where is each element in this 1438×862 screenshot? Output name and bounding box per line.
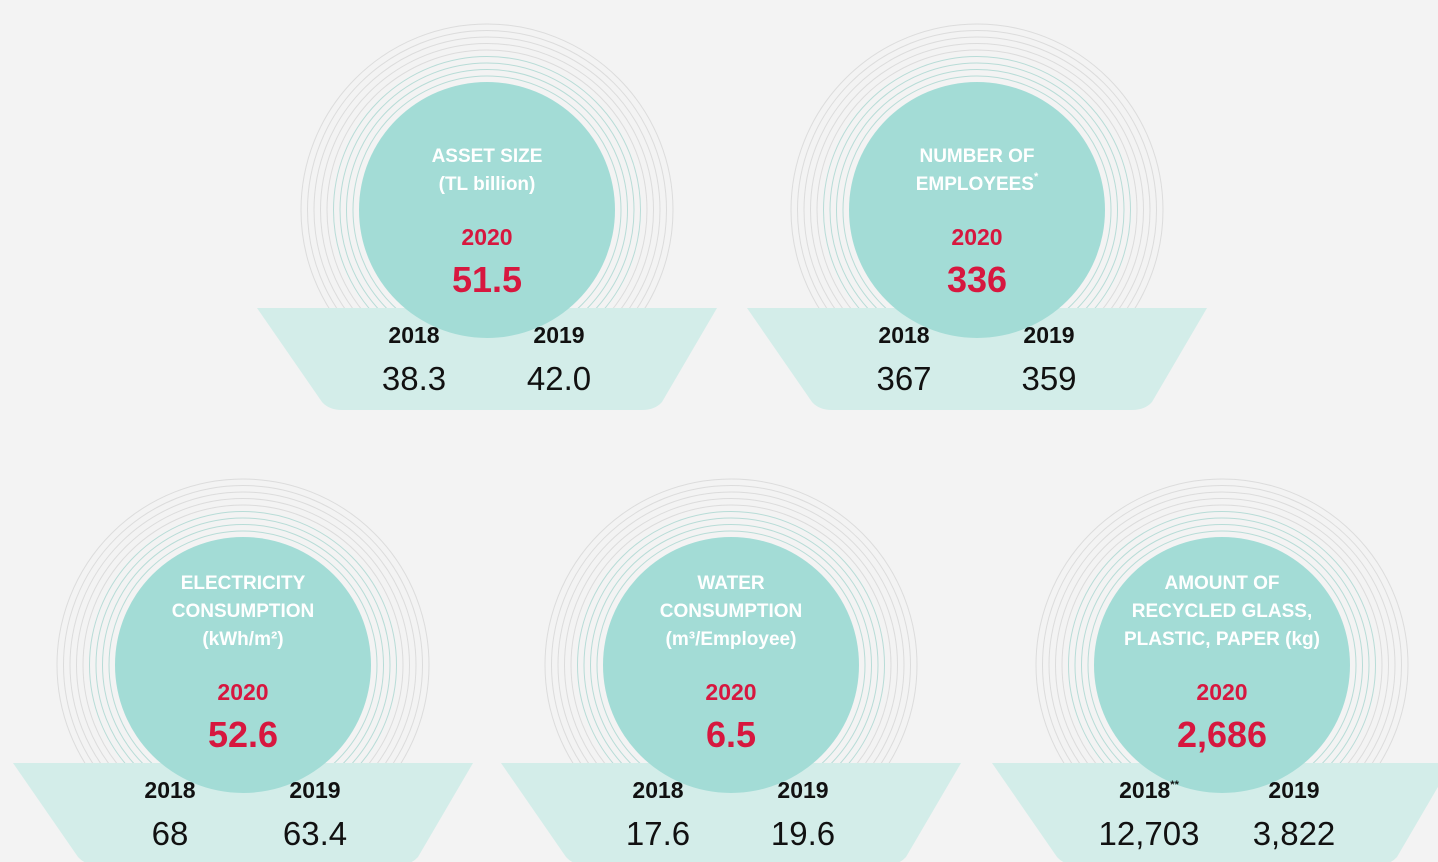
prior-year-text: 2019: [1023, 322, 1074, 348]
prior-year-text: 2019: [289, 777, 340, 803]
prior-year-text: 2019: [533, 322, 584, 348]
prior-year-sup: **: [1170, 779, 1179, 791]
prior-year: 2019: [1023, 322, 1074, 348]
prior-value: 367: [876, 360, 931, 397]
base-panel: [501, 763, 961, 862]
current-year: 2020: [1196, 679, 1247, 705]
prior-value: 68: [152, 815, 189, 852]
card-title: (m³/Employee): [666, 629, 797, 650]
card-title-text: EMPLOYEES: [916, 174, 1034, 195]
prior-year: 2018: [878, 322, 929, 348]
prior-year: 2018: [388, 322, 439, 348]
card-title: CONSUMPTION: [660, 601, 803, 622]
prior-year: 2019: [777, 777, 828, 803]
stat-card: WATER CONSUMPTION (m³/Employee) 2020 6.5 2018…: [501, 478, 961, 862]
current-value: 2,686: [1177, 714, 1267, 755]
card-title: EMPLOYEES*: [916, 171, 1039, 195]
prior-value: 38.3: [382, 360, 446, 397]
prior-value: 12,703: [1099, 815, 1200, 852]
prior-year: 2019: [289, 777, 340, 803]
current-value: 6.5: [706, 714, 756, 755]
prior-year: 2018: [144, 777, 195, 803]
prior-year: 2018**: [1119, 777, 1179, 803]
card-title: CONSUMPTION: [172, 601, 315, 622]
prior-year-text: 2018: [1119, 777, 1170, 803]
card-title-sup: *: [1034, 171, 1039, 183]
prior-year-text: 2018: [144, 777, 195, 803]
main-circle: [115, 537, 371, 793]
prior-value: 359: [1021, 360, 1076, 397]
current-value: 336: [947, 259, 1007, 300]
base-panel: [13, 763, 473, 862]
prior-value: 17.6: [626, 815, 690, 852]
current-value: 52.6: [208, 714, 278, 755]
stat-card: ASSET SIZE (TL billion) 2020 51.5 2018 38.3 20…: [257, 23, 717, 410]
base-panel: [257, 308, 717, 410]
prior-year-text: 2019: [1268, 777, 1319, 803]
main-circle: [603, 537, 859, 793]
prior-year: 2018: [632, 777, 683, 803]
current-year: 2020: [461, 224, 512, 250]
card-title: ASSET SIZE: [432, 146, 543, 167]
stat-card: NUMBER OF EMPLOYEES* 2020 336 2018 367 2019 359: [747, 23, 1207, 410]
prior-year-text: 2018: [632, 777, 683, 803]
card-title: PLASTIC, PAPER (kg): [1124, 629, 1320, 650]
current-year: 2020: [951, 224, 1002, 250]
card-title: (TL billion): [439, 174, 536, 195]
prior-year-text: 2018: [878, 322, 929, 348]
prior-value: 42.0: [527, 360, 591, 397]
prior-value: 63.4: [283, 815, 347, 852]
current-year: 2020: [217, 679, 268, 705]
current-year: 2020: [705, 679, 756, 705]
prior-value: 3,822: [1253, 815, 1336, 852]
card-title: ELECTRICITY: [181, 573, 306, 594]
main-circle: [1094, 537, 1350, 793]
card-title: (kWh/m²): [202, 629, 283, 650]
base-panel: [747, 308, 1207, 410]
prior-year-text: 2019: [777, 777, 828, 803]
prior-year-text: 2018: [388, 322, 439, 348]
prior-year: 2019: [533, 322, 584, 348]
main-circle: [849, 82, 1105, 338]
prior-value: 19.6: [771, 815, 835, 852]
stat-card: AMOUNT OF RECYCLED GLASS, PLASTIC, PAPER (…: [992, 478, 1438, 862]
card-title: AMOUNT OF: [1164, 573, 1279, 594]
card-title: RECYCLED GLASS,: [1132, 601, 1313, 622]
base-panel: [992, 763, 1438, 862]
stat-card: ELECTRICITY CONSUMPTION (kWh/m²) 2020 52.6 20…: [13, 478, 473, 862]
card-title: NUMBER OF: [919, 146, 1034, 167]
prior-year: 2019: [1268, 777, 1319, 803]
main-circle: [359, 82, 615, 338]
current-value: 51.5: [452, 259, 522, 300]
card-title: WATER: [697, 573, 764, 594]
